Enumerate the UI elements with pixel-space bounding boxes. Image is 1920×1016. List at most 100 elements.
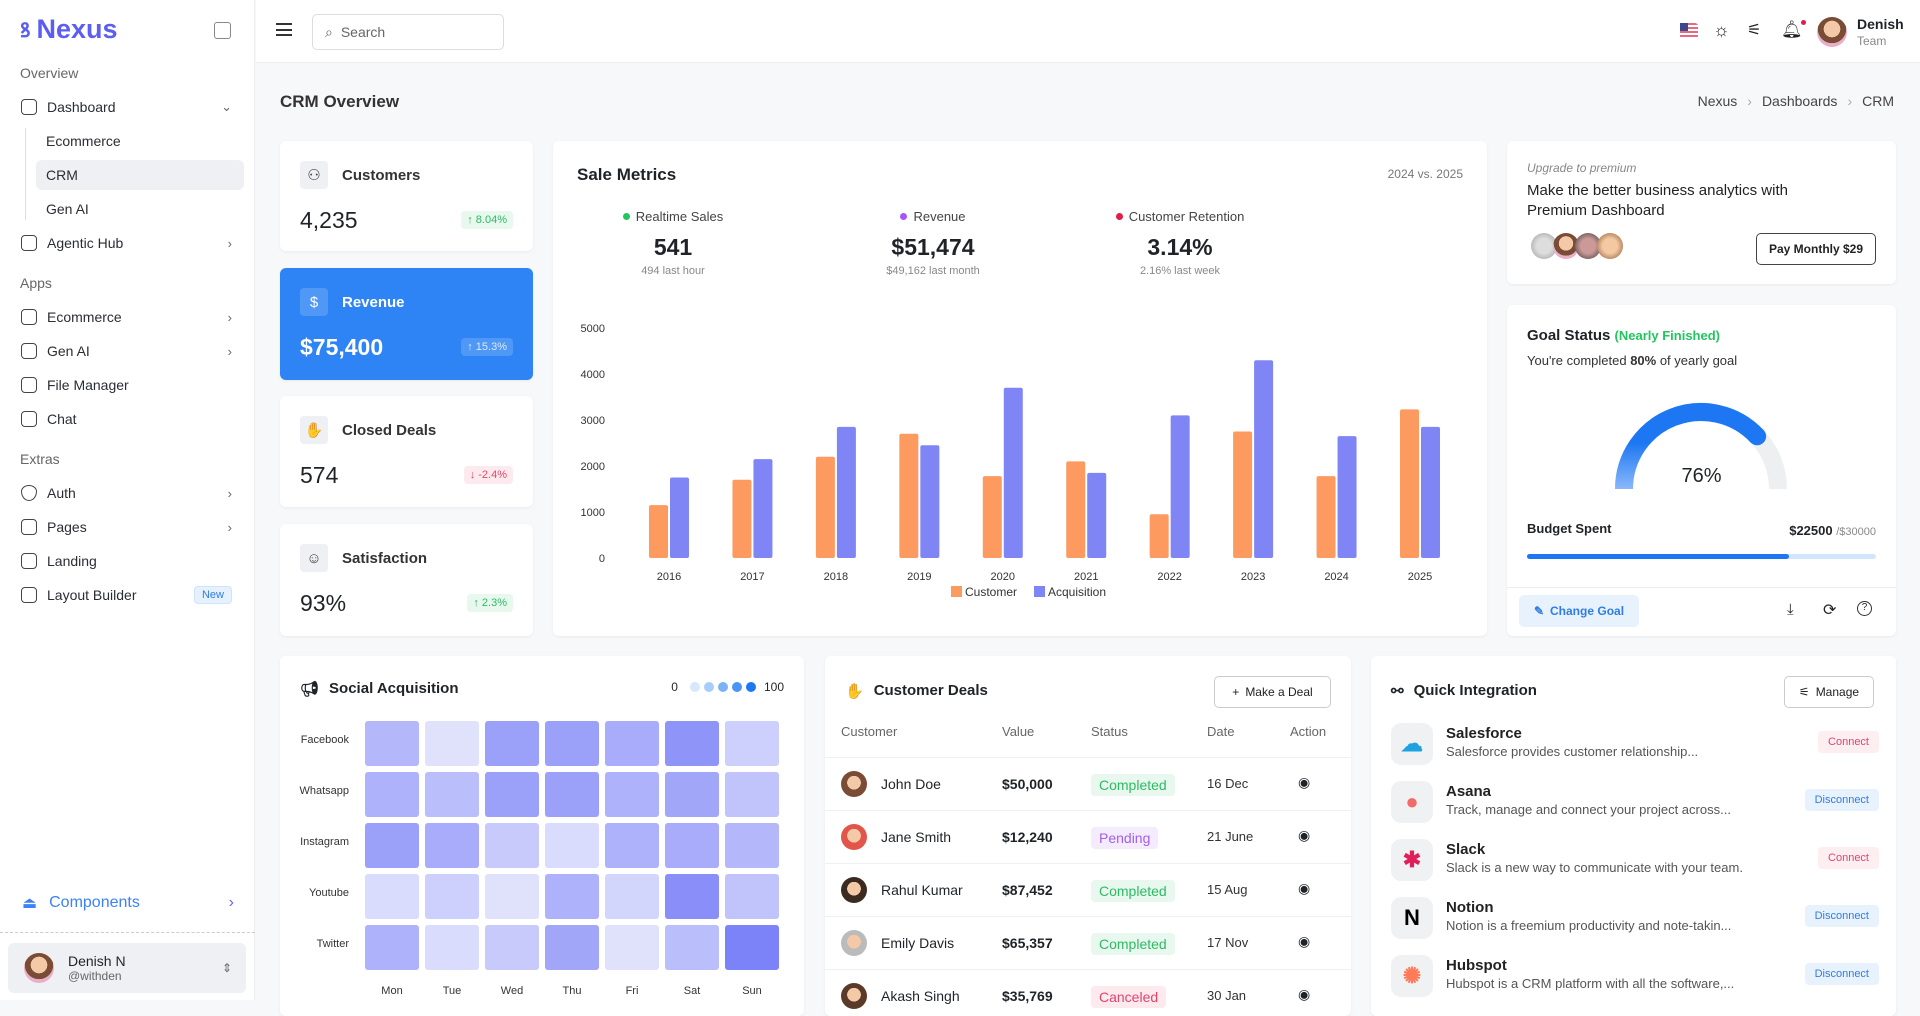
kpi: Realtime Sales 541 494 last hour (563, 209, 783, 277)
eye-icon[interactable]: ◉ (1298, 774, 1311, 790)
sidebar-item-dashboard[interactable]: Dashboard ⌄ (14, 92, 242, 122)
shapes-icon: ⏏ (22, 895, 38, 912)
collapse-sidebar-icon[interactable] (214, 22, 231, 39)
eye-icon[interactable]: ◉ (1298, 880, 1311, 896)
brand-logo[interactable]: ꝸ Nexus (20, 14, 118, 44)
status-badge: Completed (1091, 933, 1175, 955)
integration-item: ☁ Salesforce Salesforce provides customer … (1391, 723, 1879, 773)
avatar[interactable] (1817, 17, 1847, 47)
eye-icon[interactable]: ◉ (1298, 933, 1311, 949)
disconnect-button[interactable]: Disconnect (1804, 905, 1879, 927)
sidebar-subitem-ecommerce[interactable]: Ecommerce (46, 133, 121, 149)
bar-customer (815, 456, 835, 558)
search-input[interactable]: ⌕ Search (312, 14, 504, 50)
connect-button[interactable]: Connect (1818, 847, 1879, 869)
us-flag-icon[interactable] (1680, 23, 1698, 39)
sidebar-item-pages[interactable]: Pages › (14, 512, 242, 542)
x-tick-label: 2020 (991, 571, 1015, 583)
sidebar-item-chat[interactable]: Chat (14, 404, 242, 434)
disconnect-button[interactable]: Disconnect (1804, 789, 1879, 811)
status-badge: Completed (1091, 774, 1175, 796)
table-row: Rahul Kumar $87,452 Completed 15 Aug ◉ (825, 863, 1351, 916)
integration-desc: Slack is a new way to communicate with y… (1446, 860, 1743, 875)
column-header: Customer (841, 724, 898, 739)
heatmap-cell (485, 874, 539, 919)
card-title: Sale Metrics (577, 165, 677, 184)
sidebar-item-ecommerce[interactable]: Ecommerce › (14, 302, 242, 332)
bell-icon[interactable]: 🔔︎ (1781, 20, 1806, 40)
notion-logo-icon: N (1391, 897, 1433, 939)
stat-value: 4,235 (300, 207, 358, 233)
chevron-right-icon: › (227, 485, 232, 501)
integration-name: Hubspot (1446, 957, 1507, 974)
integration-item: ✺ Hubspot Hubspot is a CRM platform with a… (1391, 955, 1879, 1005)
breadcrumb-item[interactable]: Nexus (1697, 93, 1738, 109)
stat-card-satisfaction: ☺ Satisfaction 93% ↑ 2.3% (280, 524, 533, 636)
heatmap-cell (545, 721, 599, 766)
pages-icon (21, 519, 37, 535)
change-goal-button[interactable]: ✎ Change Goal (1519, 595, 1639, 627)
sidebar-subitem-crm[interactable]: CRM (36, 160, 244, 190)
store-icon (21, 309, 37, 325)
plus-icon: + (1232, 685, 1240, 699)
divider (0, 932, 255, 933)
kpi-value: 541 (653, 234, 693, 260)
connect-button[interactable]: Connect (1818, 731, 1879, 753)
sidebar-item-layout-builder[interactable]: Layout Builder New (14, 580, 242, 610)
deal-date: 21 June (1207, 829, 1254, 844)
manage-button[interactable]: ⚟ Manage (1784, 676, 1874, 708)
make-deal-button[interactable]: + Make a Deal (1214, 676, 1331, 708)
sidebar-item-auth[interactable]: Auth › (14, 478, 242, 508)
x-tick-label: 2023 (1241, 571, 1265, 583)
y-tick-label: 5000 (581, 323, 605, 335)
heatmap-cell (725, 823, 779, 868)
sidebar-item-file-manager[interactable]: File Manager (14, 370, 242, 400)
breadcrumb-item[interactable]: Dashboards (1761, 93, 1838, 109)
sidebar-item-gen-ai[interactable]: Gen AI › (14, 336, 242, 366)
components-link[interactable]: ⏏ Components › (22, 894, 234, 912)
sun-icon[interactable]: ☼ (1713, 20, 1730, 40)
pay-monthly-button[interactable]: Pay Monthly $29 (1756, 233, 1876, 265)
integration-desc: Hubspot is a CRM platform with all the s… (1446, 976, 1735, 991)
premium-kicker: Upgrade to premium (1527, 161, 1637, 175)
button-label: Change Goal (1550, 604, 1625, 618)
eye-icon[interactable]: ◉ (1298, 986, 1311, 1002)
download-icon[interactable]: ⤓ (1787, 601, 1794, 618)
sidebar-item-agentic-hub[interactable]: Agentic Hub › (14, 228, 242, 258)
chat-icon (21, 411, 37, 427)
legend-swatch (1034, 586, 1045, 597)
settings-sliders-icon[interactable]: ⚟ (1747, 22, 1762, 39)
shield-icon (21, 485, 37, 501)
x-tick-label: 2018 (824, 571, 848, 583)
divider (1507, 587, 1896, 588)
deal-date: 16 Dec (1207, 776, 1249, 791)
avatar (841, 983, 867, 1009)
chevron-right-icon: › (227, 309, 232, 325)
disconnect-button[interactable]: Disconnect (1804, 963, 1879, 985)
premium-card: Upgrade to premium Make the better busin… (1507, 141, 1896, 284)
help-icon[interactable]: ? (1857, 601, 1872, 616)
new-badge: New (193, 586, 232, 604)
sidebar-subitem-gen-ai[interactable]: Gen AI (46, 201, 89, 217)
table-row: Jane Smith $12,240 Pending 21 June ◉ (825, 810, 1351, 863)
column-label: Sat (683, 985, 701, 997)
eye-icon[interactable]: ◉ (1298, 827, 1311, 843)
user-menu[interactable]: Denish N @withden ⇕ (8, 943, 246, 993)
quick-integration-card: ⚯ Quick Integration ⚟ Manage ☁ Salesforce Sa… (1371, 656, 1896, 1016)
bar-customer (732, 479, 752, 558)
deal-date: 15 Aug (1207, 882, 1248, 897)
column-label: Fri (625, 985, 639, 997)
refresh-icon[interactable]: ⟳ (1823, 602, 1837, 619)
heatmap-cell (545, 925, 599, 970)
menu-icon[interactable] (276, 23, 292, 36)
column-label: Wed (500, 985, 524, 997)
notification-dot (1800, 20, 1806, 25)
chevron-right-icon: › (227, 343, 232, 359)
sidebar-item-landing[interactable]: Landing (14, 546, 242, 576)
budget-value: $22500 /$30000 (1789, 523, 1876, 538)
legend-label: Acquisition (1048, 585, 1106, 599)
heatmap-cell (605, 772, 659, 817)
kpi-sub: 494 last hour (641, 265, 705, 277)
budget-total: /$30000 (1836, 526, 1876, 538)
user-name: Denish (1857, 16, 1904, 32)
